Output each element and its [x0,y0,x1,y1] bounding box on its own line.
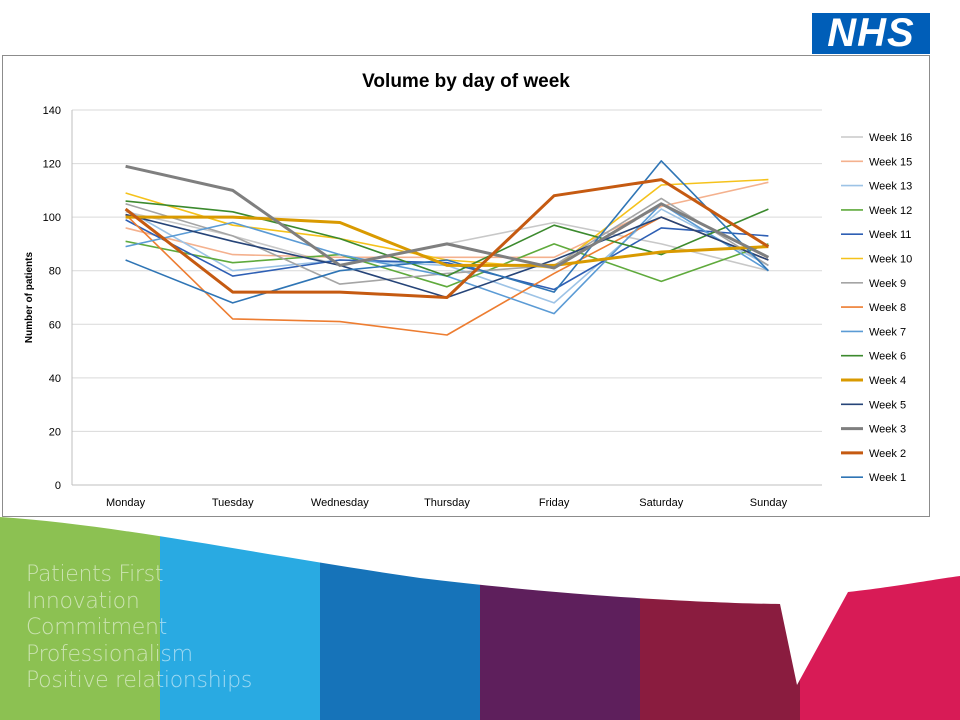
footer-band [0,517,160,720]
values-list: Patients First Innovation Commitment Pro… [26,562,252,695]
value-item: Innovation [26,588,140,614]
footer-band [480,517,640,720]
series-line-week-11 [125,219,769,291]
series-line-week-9 [125,197,769,285]
nhs-logo: NHS [812,13,930,54]
x-tick-label: Sunday [750,497,788,509]
legend-label: Week 1 [869,472,906,484]
y-tick-label: 20 [49,426,61,438]
x-tick-label: Friday [539,497,570,509]
legend-label: Week 6 [869,351,906,363]
x-tick-label: Thursday [424,497,470,509]
legend-label: Week 5 [869,399,906,411]
legend-label: Week 13 [869,181,912,193]
value-item: Patients First [26,562,164,587]
y-tick-label: 120 [43,159,61,171]
y-tick-label: 100 [43,212,61,224]
series-line-week-13 [125,208,769,304]
legend-label: Week 4 [869,375,906,387]
legend-label: Week 3 [869,424,906,436]
legend-label: Week 15 [869,156,912,168]
footer-band [640,517,800,720]
legend-label: Week 16 [869,132,912,144]
chart-area: Volume by day of week 0 20 40 60 80 100 120 140 M… [2,55,930,517]
legend-label: Week 10 [869,254,912,266]
x-tick-label: Wednesday [311,497,369,509]
series-line-week-1 [125,160,769,304]
legend-label: Week 9 [869,278,906,290]
legend-label: Week 8 [869,302,906,314]
legend-label: Week 11 [869,229,911,241]
y-tick-label: 40 [49,373,61,385]
line-chart: Volume by day of week 0 20 40 60 80 100 120 140 M… [24,71,912,509]
legend-label: Week 7 [869,326,906,338]
series-line-week-15 [125,181,769,259]
chart-title: Volume by day of week [362,71,570,92]
y-tick-label: 80 [49,266,61,278]
value-item: Professionalism [26,641,193,667]
y-tick-label: 0 [55,480,61,492]
series-line-week-6 [125,200,769,277]
x-tick-label: Tuesday [212,497,254,509]
value-item: Commitment [26,615,167,640]
y-axis-label: Number of patients [24,252,35,344]
y-tick-label: 60 [49,319,61,331]
x-tick-label: Saturday [639,497,684,509]
series-line-week-12 [125,240,769,288]
x-tick-label: Monday [106,497,146,509]
y-tick-label: 140 [43,105,61,117]
series-line-week-4 [125,215,769,267]
footer-band [800,517,960,720]
footer-band [320,517,480,720]
value-item: Positive relationships [26,668,252,693]
legend-label: Week 2 [869,448,906,460]
series-line-week-2 [124,178,770,299]
series-line-week-3 [125,164,770,270]
legend-label: Week 12 [869,205,912,217]
series-line-week-10 [125,178,769,269]
